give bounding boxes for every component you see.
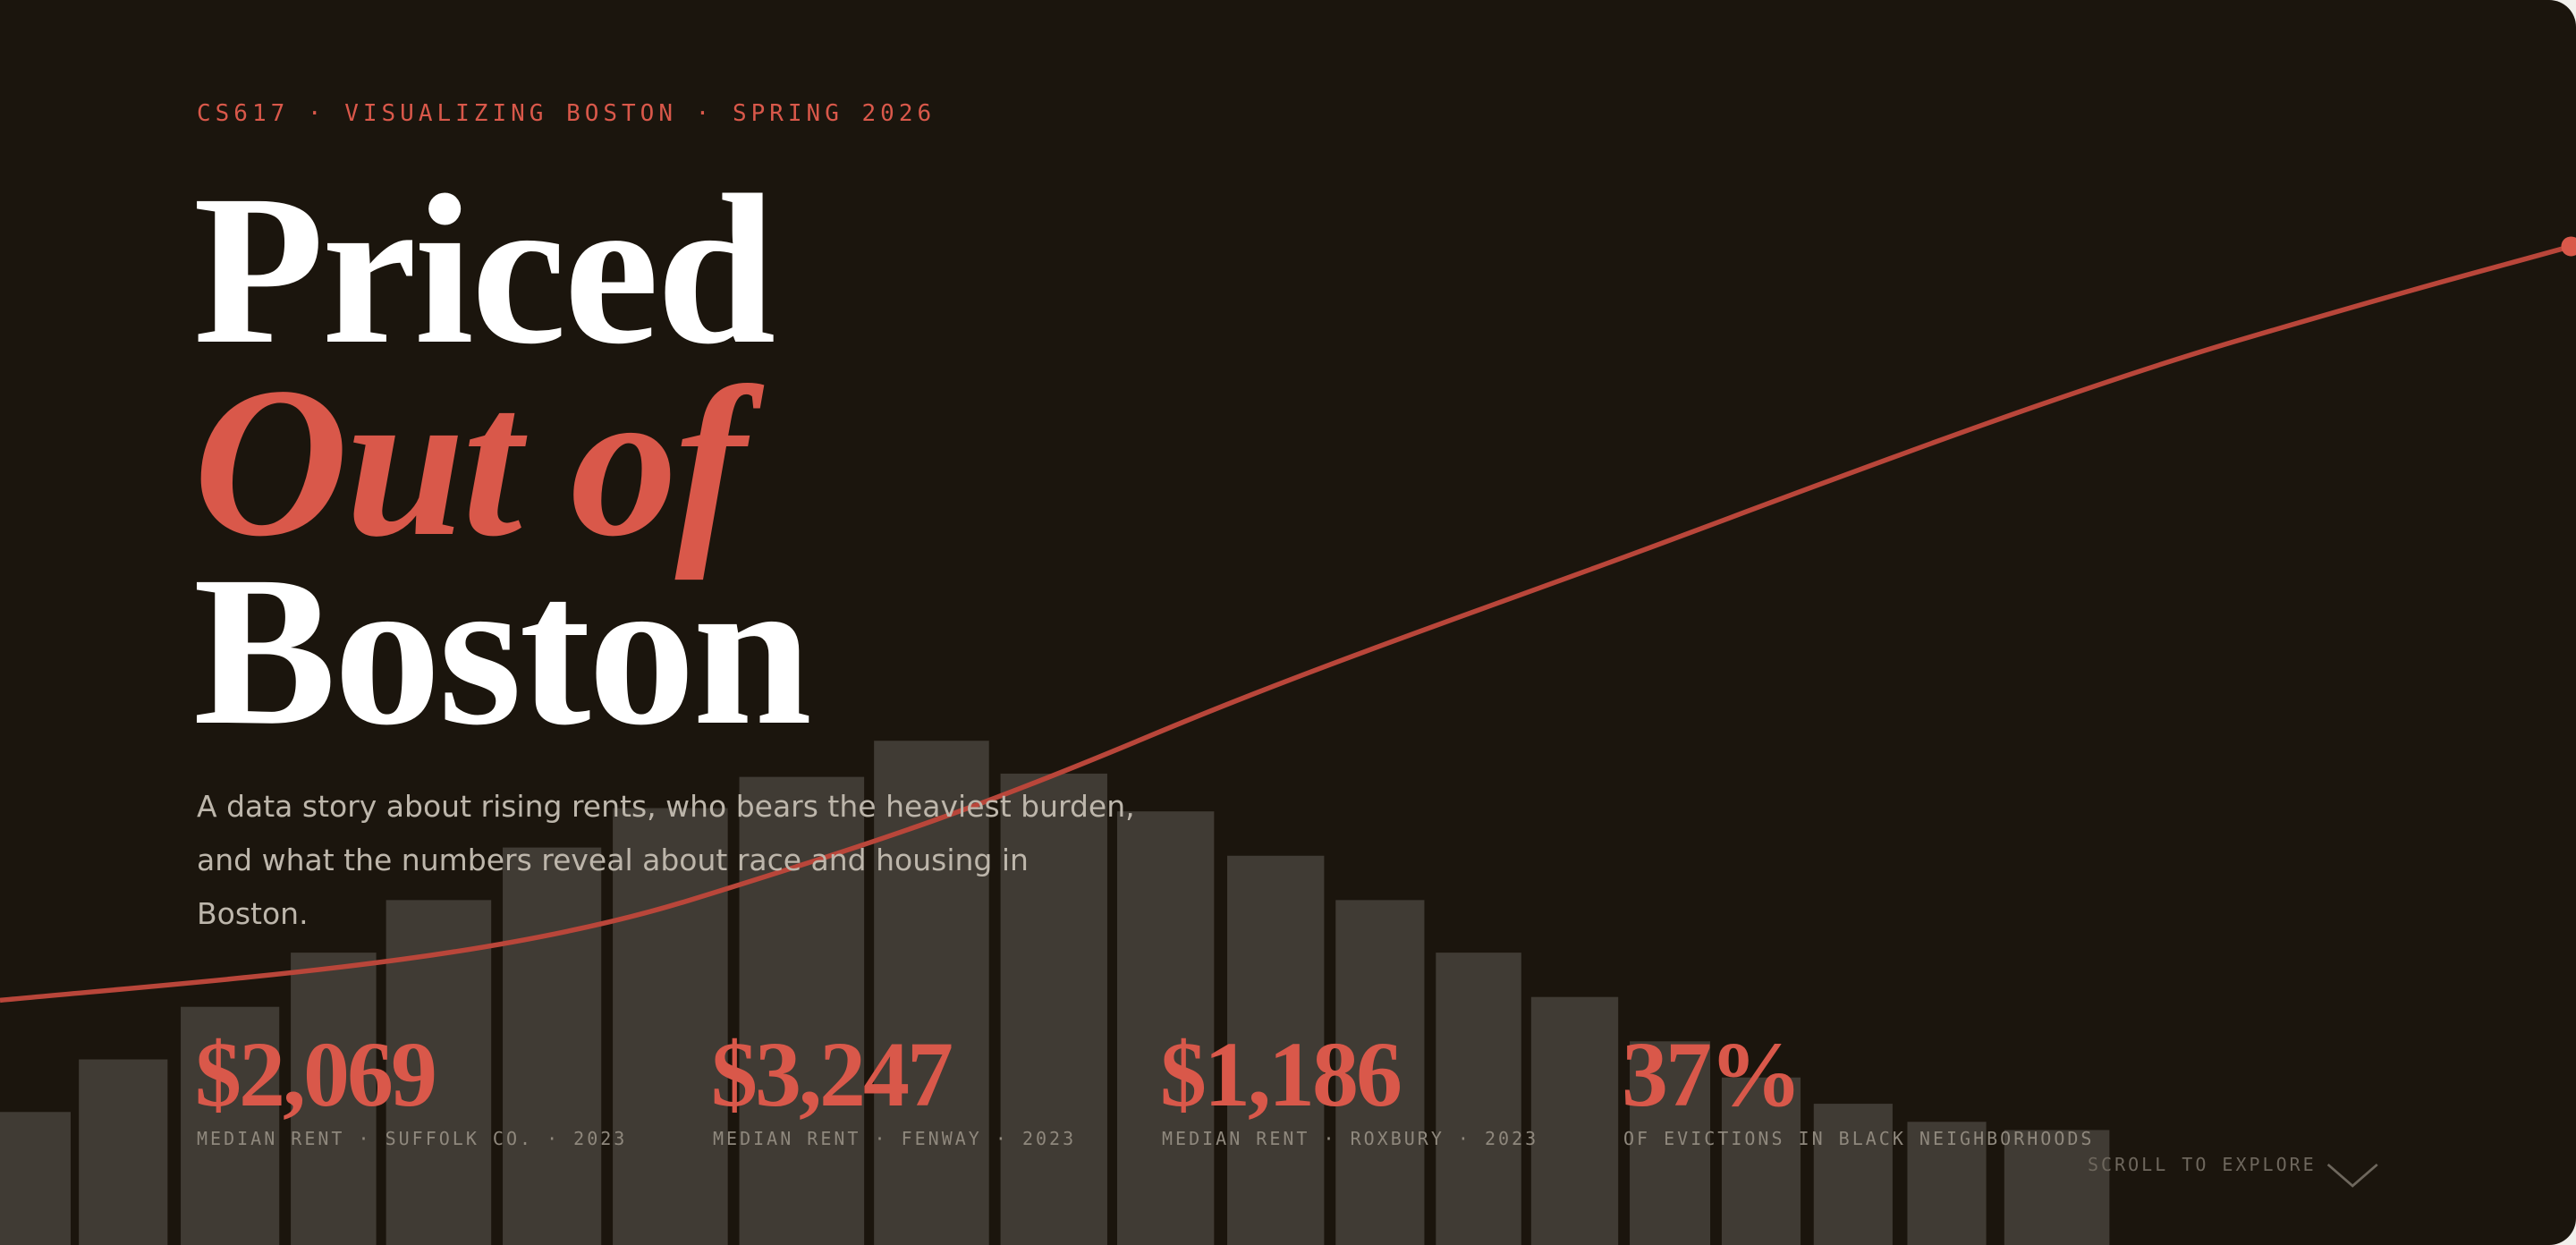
- stat-value: $1,186: [1160, 1023, 1402, 1126]
- description: A data story about rising rents, who bea…: [197, 789, 1135, 931]
- decorative-trend-line: [0, 243, 2572, 1004]
- stat-label: OF EVICTIONS IN BLACK NEIGHBORHOODS: [1623, 1128, 2095, 1149]
- title-line: Boston: [193, 531, 812, 769]
- title-line: Out of: [193, 343, 746, 580]
- stat-value: $3,247: [711, 1023, 953, 1126]
- eyebrow: CS617 · VISUALIZING BOSTON · SPRING 2026: [197, 100, 936, 127]
- stat-value: 37%: [1622, 1023, 1802, 1126]
- scroll-chevron: [2326, 1163, 2378, 1188]
- decorative-bars: [0, 741, 2110, 1245]
- stat-value: $2,069: [195, 1023, 437, 1126]
- trend-endpoint: [2561, 236, 2576, 257]
- stat-label: MEDIAN RENT · FENWAY · 2023: [713, 1128, 1077, 1149]
- stat-label: MEDIAN RENT · SUFFOLK CO. · 2023: [197, 1128, 628, 1149]
- stat-label: MEDIAN RENT · ROXBURY · 2023: [1162, 1128, 1539, 1149]
- scroll-hint[interactable]: SCROLL TO EXPLORE: [2088, 1154, 2317, 1175]
- title-line: Priced: [193, 150, 775, 388]
